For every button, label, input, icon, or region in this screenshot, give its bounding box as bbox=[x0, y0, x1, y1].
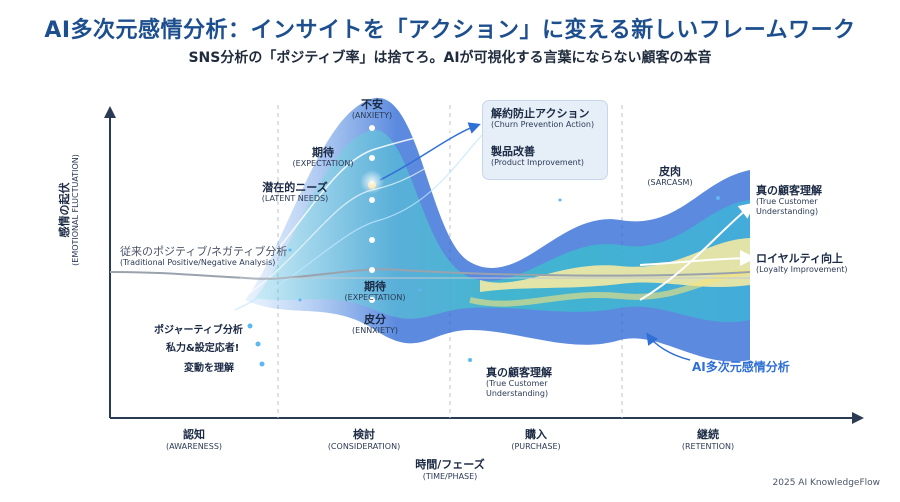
latent-needs-label: 潜在的ニーズ (LATENT NEEDS) bbox=[261, 181, 329, 203]
phase-consideration: 検討 (CONSIDERATION) bbox=[327, 428, 401, 451]
left-label-2: 私力&設定応者! bbox=[166, 343, 240, 354]
churn-prevention-label: 解約防止アクション (Churn Prevention Action) bbox=[491, 107, 595, 129]
anxiety-label: 不安 (ANXIETY) bbox=[351, 98, 393, 120]
ai-analysis-label: AI多次元感情分析 bbox=[692, 360, 790, 374]
action-arrow bbox=[379, 122, 481, 181]
x-axis-label: 時間/フェーズ (TIME/PHASE) bbox=[415, 458, 485, 481]
loyalty-label: ロイヤルティ向上 (Loyalty Improvement) bbox=[756, 252, 848, 274]
sarcasm-label: 皮肉 (SARCASM) bbox=[647, 165, 693, 187]
expectation-label-lower: 期待 (EXPECTATION) bbox=[344, 280, 406, 302]
traditional-analysis-label: 従来のポジティブ/ネガティブ分析 (Traditional Positive/N… bbox=[120, 245, 288, 267]
phase-purchase: 購入 (PURCHASE) bbox=[511, 428, 561, 451]
page-title: AI多次元感情分析：インサイトを「アクション」に変える新しいフレームワーク bbox=[44, 18, 856, 43]
page-subtitle: SNS分析の「ポジティブ率」は捨てろ。AIが可視化する言葉にならない顧客の本音 bbox=[188, 50, 712, 66]
true-understanding-label: 真の顧客理解 (True Customer Understanding) bbox=[756, 184, 822, 216]
action-box: 解約防止アクション (Churn Prevention Action) 製品改善… bbox=[482, 100, 608, 180]
ai-analysis-arrow bbox=[646, 332, 691, 361]
left-label-3: 変動を理解 bbox=[184, 363, 234, 374]
left-label-1: ポジャーティブ分析 bbox=[154, 325, 243, 336]
y-axis-label: 感情の起伏 (EMOTIONAL FLUCTUATION) bbox=[58, 154, 80, 266]
phase-retention: 継続 (RETENTION) bbox=[681, 428, 735, 451]
product-improvement-label: 製品改善 (Product Improvement) bbox=[491, 145, 584, 167]
purchase-understanding-label: 真の顧客理解 (True Customer Understanding) bbox=[486, 366, 552, 398]
phase-awareness: 認知 (AWARENESS) bbox=[165, 428, 223, 451]
traditional-analysis-line bbox=[109, 268, 751, 280]
ennxiety-label: 皮分 (ENNXIETY) bbox=[352, 313, 398, 335]
footer-credit: 2025 AI KnowledgeFlow bbox=[772, 478, 880, 488]
expectation-label-top: 期待 (EXPECTATION) bbox=[292, 146, 354, 168]
